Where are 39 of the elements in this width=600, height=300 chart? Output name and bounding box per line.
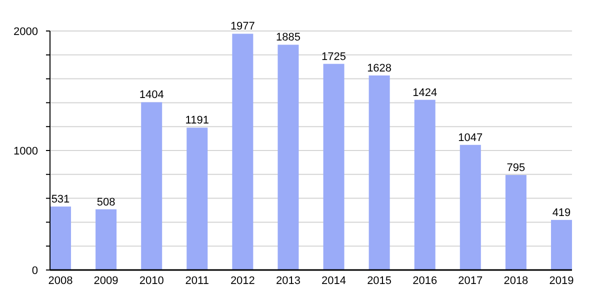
x-tick-label: 2011 [185,275,209,287]
x-tick-label: 2019 [549,275,574,287]
bar [232,34,254,270]
x-tick-label: 2018 [504,275,528,287]
y-tick-label: 2000 [14,26,38,38]
bar [141,102,162,270]
bar [505,174,526,270]
bar [323,64,344,270]
x-tick-label: 2010 [139,275,164,287]
x-tick-label: 2015 [367,275,392,287]
x-tick-label: 2008 [48,275,73,287]
x-tick-label: 2016 [412,275,438,287]
x-tick-label: 2012 [230,275,255,287]
bar [414,100,436,270]
x-tick-label: 2017 [458,275,483,287]
data-label: 1191 [185,114,209,127]
x-tick-label: 2014 [322,275,346,287]
data-label: 1725 [322,50,346,63]
bar [186,128,208,270]
bar [368,75,390,270]
data-label: 1404 [139,89,164,102]
x-tick-label: 2013 [276,275,300,287]
bar [278,44,299,270]
bar [551,220,572,270]
x-tick-label: 2009 [94,275,118,287]
data-label: 1628 [367,62,392,74]
data-label: 1977 [230,20,255,33]
data-label: 531 [51,194,70,206]
data-label: 1424 [412,86,438,99]
bar [50,206,71,270]
data-label: 1047 [458,132,483,144]
bar [460,144,481,270]
data-label: 419 [552,206,571,219]
data-label: 508 [96,196,116,208]
bar [96,209,117,270]
y-tick-label: 1000 [14,145,38,158]
data-label: 1885 [276,32,300,44]
data-label: 795 [506,162,526,174]
y-tick-label: 0 [32,264,38,277]
